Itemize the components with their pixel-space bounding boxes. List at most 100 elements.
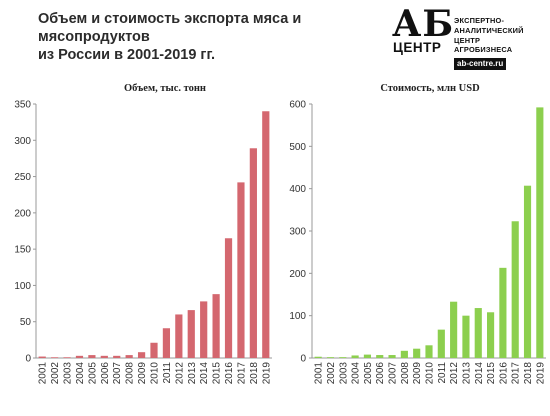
bar xyxy=(326,357,335,358)
bar xyxy=(162,328,171,358)
bar xyxy=(487,312,495,358)
bar xyxy=(38,356,46,358)
x-tick-label: 2008 xyxy=(125,362,136,385)
y-tick-label: 100 xyxy=(14,281,31,292)
y-tick-label: 300 xyxy=(289,227,306,238)
x-tick-label: 2016 xyxy=(224,362,235,385)
logo-line: ЦЕНТР xyxy=(454,35,481,45)
y-tick-label: 0 xyxy=(25,354,31,365)
x-tick-label: 2018 xyxy=(249,362,260,385)
bar xyxy=(437,329,445,358)
x-tick-label: 2006 xyxy=(100,362,111,385)
logo-line: АГРОБИЗНЕСА xyxy=(454,45,513,55)
bar xyxy=(175,314,183,358)
logo-mark-sub: ЦЕНТР xyxy=(393,40,442,55)
bar xyxy=(51,357,59,358)
x-tick-label: 2003 xyxy=(338,362,349,385)
bar xyxy=(187,310,195,358)
bar xyxy=(400,350,408,358)
page-title-line2: из России в 2001-2019 гг. xyxy=(38,47,216,63)
bar xyxy=(200,301,208,358)
y-tick-label: 200 xyxy=(289,269,306,280)
logo-line: ЭКСПЕРТНО- xyxy=(454,16,505,25)
x-tick-label: 2006 xyxy=(375,362,386,385)
page-title: Объем и стоимость экспорта мяса и мясопр… xyxy=(38,10,378,64)
y-tick-label: 300 xyxy=(14,136,31,147)
y-tick-label: 0 xyxy=(300,354,306,365)
bar xyxy=(63,357,71,358)
bar xyxy=(212,294,220,358)
bar xyxy=(388,355,396,358)
bar xyxy=(75,355,84,358)
x-tick-label: 2017 xyxy=(511,362,522,385)
x-tick-label: 2002 xyxy=(50,362,61,385)
bar xyxy=(262,111,270,358)
bar xyxy=(499,267,507,358)
bar xyxy=(237,182,245,358)
x-tick-label: 2005 xyxy=(363,362,374,385)
x-tick-label: 2001 xyxy=(314,362,325,385)
logo-text: ЭКСПЕРТНО- АНАЛИТИЧЕСКИЙ ЦЕНТР АГРОБИЗНЕ… xyxy=(454,16,544,55)
x-tick-label: 2012 xyxy=(449,362,460,385)
y-tick-label: 500 xyxy=(289,142,306,153)
page-title-line1: Объем и стоимость экспорта мяса и мясопр… xyxy=(38,11,302,45)
x-tick-label: 2009 xyxy=(137,362,148,385)
x-tick-label: 2019 xyxy=(261,362,272,385)
bar xyxy=(413,348,421,358)
bar xyxy=(462,315,470,358)
logo-mark: АБ xyxy=(392,3,455,45)
x-tick-label: 2009 xyxy=(412,362,423,385)
y-tick-label: 200 xyxy=(14,208,31,219)
bar xyxy=(314,356,322,358)
bar xyxy=(137,352,146,358)
x-tick-label: 2008 xyxy=(400,362,411,385)
x-tick-label: 2013 xyxy=(187,362,198,385)
bar xyxy=(88,355,96,358)
x-tick-label: 2005 xyxy=(87,362,98,385)
x-tick-label: 2010 xyxy=(425,362,436,385)
ab-centre-logo: АБ ЦЕНТР ЭКСПЕРТНО- АНАЛИТИЧЕСКИЙ ЦЕНТР … xyxy=(392,6,544,72)
x-tick-label: 2016 xyxy=(498,362,509,385)
bar xyxy=(100,355,108,358)
bar xyxy=(363,354,371,358)
bar xyxy=(376,355,384,358)
x-tick-label: 2002 xyxy=(326,362,337,385)
x-tick-label: 2011 xyxy=(162,362,173,384)
y-tick-label: 250 xyxy=(14,172,31,183)
x-tick-label: 2004 xyxy=(351,362,362,385)
bar xyxy=(249,148,257,358)
x-tick-label: 2015 xyxy=(486,362,497,385)
chart-title-volume: Объем, тыс. тонн xyxy=(124,83,206,94)
x-tick-label: 2007 xyxy=(112,362,123,385)
bar xyxy=(351,355,359,358)
x-tick-label: 2018 xyxy=(523,362,534,385)
x-tick-label: 2013 xyxy=(461,362,472,385)
y-tick-label: 350 xyxy=(14,100,31,111)
y-tick-label: 50 xyxy=(20,317,32,328)
y-tick-label: 400 xyxy=(289,184,306,195)
x-tick-label: 2015 xyxy=(212,362,223,385)
bar xyxy=(536,107,544,359)
bar xyxy=(450,301,458,358)
x-tick-label: 2014 xyxy=(474,362,485,385)
x-tick-label: 2012 xyxy=(174,362,185,385)
bar xyxy=(224,238,233,358)
logo-url: ab-centre.ru xyxy=(454,58,507,70)
logo-line: АНАЛИТИЧЕСКИЙ xyxy=(454,25,524,35)
bar xyxy=(125,355,133,358)
x-tick-label: 2017 xyxy=(236,362,247,385)
y-tick-label: 150 xyxy=(14,245,31,256)
x-tick-label: 2011 xyxy=(437,362,448,384)
x-tick-label: 2010 xyxy=(150,362,161,385)
y-tick-label: 100 xyxy=(289,311,306,322)
bar xyxy=(511,221,519,358)
bar xyxy=(339,357,347,358)
x-tick-label: 2004 xyxy=(75,362,86,385)
bar xyxy=(113,355,121,358)
bar xyxy=(474,308,482,358)
x-tick-label: 2001 xyxy=(38,362,49,385)
x-tick-label: 2014 xyxy=(199,362,210,385)
x-tick-label: 2019 xyxy=(535,362,546,385)
x-tick-label: 2007 xyxy=(388,362,399,385)
